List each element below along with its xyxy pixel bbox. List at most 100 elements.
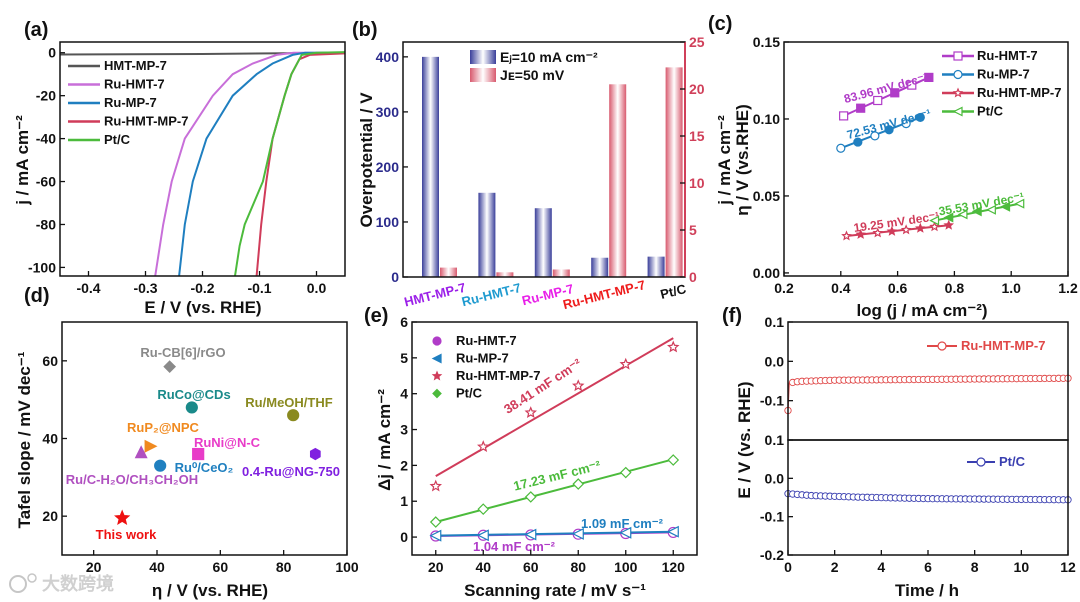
point-label: Ru/C-H₂O/CH₃CH₂OH xyxy=(66,472,198,487)
y-tick-label: 0.0 xyxy=(765,353,785,369)
y2-axis-title: j / mA cm⁻² xyxy=(715,115,734,206)
data-point xyxy=(836,143,846,153)
data-point xyxy=(853,137,863,147)
point-label: RuNi@N-C xyxy=(194,435,261,450)
bar-current-density xyxy=(552,269,570,277)
y-tick-label: -0.1 xyxy=(760,393,784,409)
panel-label: (f) xyxy=(722,305,742,327)
data-point xyxy=(915,112,925,123)
panel-a-lsv-curves: (a) HMT-MP-7 Ru-HMT-7 Ru-MP-7 Ru-HMT-MP-7 Pt/… xyxy=(13,19,346,317)
y-axis-title: j / mA cm⁻² xyxy=(13,115,32,206)
y-tick-label: 20 xyxy=(689,81,705,97)
legend-label: Ru-HMT-7 xyxy=(977,48,1038,63)
panel-label: (a) xyxy=(24,19,48,41)
bar-overpotential xyxy=(478,192,496,277)
legend-swatch xyxy=(470,68,496,82)
panel-d-comparison-scatter: (d) Ru-CB[6]/rGO RuCo@CDs Ru/MeOH/THF RuP₂@N… xyxy=(15,285,359,600)
point-label: Ru/MeOH/THF xyxy=(245,395,332,410)
data-point xyxy=(839,111,849,121)
legend-label: HMT-MP-7 xyxy=(104,58,167,73)
data-point xyxy=(287,409,300,422)
point-label: RuCo@CDs xyxy=(157,387,230,402)
x-tick-label: -0.3 xyxy=(133,280,157,296)
data-point xyxy=(524,528,537,541)
y-axis-title: Overpotential / V xyxy=(357,92,376,228)
data-point xyxy=(192,447,205,461)
x-tick-label: 40 xyxy=(149,559,165,575)
y-axis-title: Tafel slope / mV dec⁻¹ xyxy=(15,351,34,528)
plot-frame xyxy=(783,41,1069,277)
data-point xyxy=(957,209,968,220)
data-point xyxy=(901,118,911,129)
data-point xyxy=(524,406,537,418)
x-tick-label: 2 xyxy=(831,559,839,575)
y-tick-label: 400 xyxy=(376,49,400,65)
x-tick-label: 0.0 xyxy=(307,280,327,296)
x-axis-title: Time / h xyxy=(895,581,959,600)
y-tick-label: 0 xyxy=(391,269,399,285)
data-point xyxy=(163,360,177,374)
x-axis-title: η / V (vs. RHE) xyxy=(152,581,268,600)
x-tick-label: 0.8 xyxy=(945,280,965,296)
x-tick-label: 1.0 xyxy=(1001,280,1021,296)
y-tick-label: 25 xyxy=(689,34,705,50)
legend-marker xyxy=(432,388,442,399)
legend-marker xyxy=(976,457,986,467)
panel-label: (e) xyxy=(364,305,388,327)
data-point xyxy=(870,131,880,141)
legend-label: Pt/C xyxy=(104,132,131,147)
panel-f-stability: (f) Ru-HMT-MP-7 0.1 0.0 -0.1 Pt/C 0.1 0.0 -0.1 -0… xyxy=(722,305,1076,600)
data-point xyxy=(929,215,940,226)
x-axis-title: E / V (vs. RHE) xyxy=(144,298,261,317)
x-axis-title: Scanning rate / mV s⁻¹ xyxy=(464,581,646,600)
slope-annotation: 83.96 mV dec⁻¹ xyxy=(842,70,929,106)
legend-label: Ru-HMT-7 xyxy=(456,333,517,348)
legend-label: Ru-MP-7 xyxy=(456,351,509,366)
data-point xyxy=(971,206,982,217)
data-point xyxy=(667,340,680,353)
y-tick-label: 200 xyxy=(376,159,400,175)
point-label: This work xyxy=(96,527,157,542)
x-tick-label: 80 xyxy=(276,559,292,575)
legend-label: Ru-HMT-MP-7 xyxy=(961,338,1046,353)
panel-label: (c) xyxy=(708,13,732,35)
legend-swatch xyxy=(470,50,496,64)
capacitance-annotation: 1.04 mF cm⁻² xyxy=(473,539,556,554)
legend-label: Pt/C xyxy=(977,104,1004,119)
fit-line xyxy=(435,337,674,478)
bar-current-density xyxy=(609,84,627,277)
y-tick-label: -60 xyxy=(36,174,56,190)
category-label: Ru-HMT-7 xyxy=(460,280,522,309)
capacitance-annotation: 38.41 mF cm⁻² xyxy=(501,355,585,417)
y-tick-label: 0 xyxy=(48,45,56,61)
data-point xyxy=(571,527,584,540)
y-tick-label: 0.10 xyxy=(753,111,780,127)
y-tick-label: -40 xyxy=(36,131,56,147)
legend-label: Ru-MP-7 xyxy=(104,95,157,110)
legend-marker xyxy=(952,106,963,117)
legend-label: Ru-MP-7 xyxy=(977,67,1030,82)
y-tick-label: 5 xyxy=(400,350,408,366)
data-point xyxy=(134,445,148,459)
data-point xyxy=(856,103,866,113)
y-tick-label: 3 xyxy=(400,422,408,438)
y-tick-label: 20 xyxy=(42,508,58,524)
legend-label: Eⱼ=10 mA cm⁻² xyxy=(500,49,598,65)
x-tick-label: 20 xyxy=(428,559,444,575)
y-tick-label: -80 xyxy=(36,216,56,232)
legend-label: Pt/C xyxy=(999,454,1026,469)
series-line-1 xyxy=(154,51,345,277)
y-tick-label: 0.1 xyxy=(765,432,785,448)
category-label: HMT-MP-7 xyxy=(403,280,468,310)
data-point xyxy=(943,219,955,230)
legend-label: Jᴇ=50 mV xyxy=(500,67,565,83)
bar-overpotential xyxy=(647,256,665,277)
point-label: Ru⁰/CeO₂ xyxy=(175,460,234,475)
y-tick-label: 4 xyxy=(400,386,408,402)
y-tick-label: -20 xyxy=(36,88,56,104)
data-point xyxy=(943,212,954,223)
y-tick-label: 300 xyxy=(376,104,400,120)
y-tick-label: 1 xyxy=(400,493,408,509)
legend-label: Ru-HMT-MP-7 xyxy=(104,114,189,129)
